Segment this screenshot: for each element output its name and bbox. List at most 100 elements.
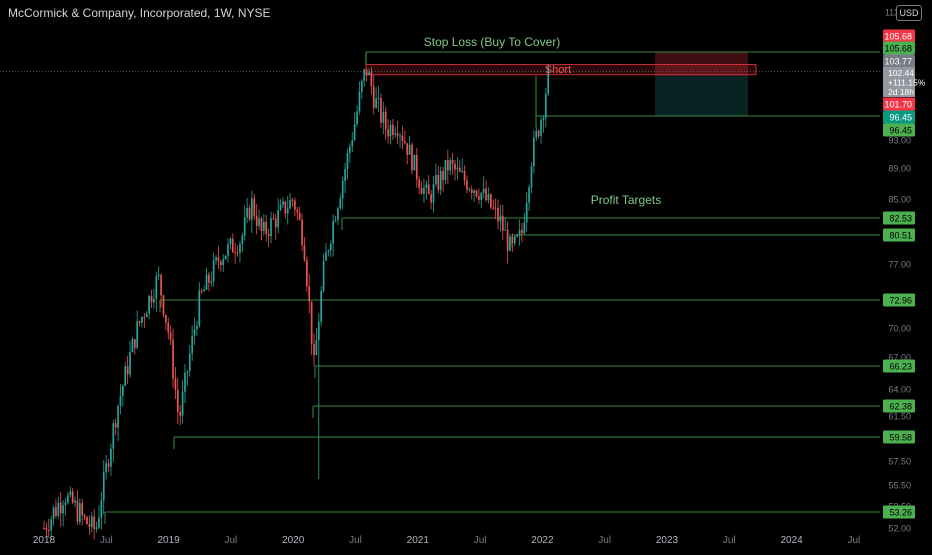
candle[interactable] <box>117 404 119 442</box>
candle[interactable] <box>258 209 260 230</box>
candle[interactable] <box>119 384 122 415</box>
candle[interactable] <box>143 312 146 328</box>
candle[interactable] <box>47 518 50 538</box>
candle[interactable] <box>279 199 282 212</box>
candle[interactable] <box>196 320 198 336</box>
candle[interactable] <box>370 67 373 95</box>
candle[interactable] <box>478 188 480 205</box>
candle[interactable] <box>74 496 76 508</box>
candle[interactable] <box>174 366 177 399</box>
candle[interactable] <box>282 197 284 208</box>
candle[interactable] <box>78 498 81 525</box>
candle[interactable] <box>451 153 454 175</box>
candle[interactable] <box>454 160 456 181</box>
candle[interactable] <box>57 496 60 519</box>
candle[interactable] <box>64 497 67 516</box>
candle[interactable] <box>442 166 444 193</box>
candle[interactable] <box>499 204 502 232</box>
candle[interactable] <box>186 370 189 386</box>
candle[interactable] <box>392 119 394 140</box>
candle[interactable] <box>439 166 442 195</box>
level-badge[interactable]: 80.51 <box>883 228 915 242</box>
candle[interactable] <box>200 288 203 294</box>
candle[interactable] <box>456 157 459 180</box>
candle[interactable] <box>76 490 79 525</box>
candle[interactable] <box>193 317 196 346</box>
candle[interactable] <box>296 206 299 221</box>
candle[interactable] <box>124 362 127 387</box>
candle[interactable] <box>344 162 346 194</box>
candle[interactable] <box>231 233 234 253</box>
candle[interactable] <box>272 213 275 220</box>
candle[interactable] <box>320 285 323 327</box>
candle[interactable] <box>55 499 57 519</box>
candle[interactable] <box>547 64 550 97</box>
candle[interactable] <box>105 454 107 480</box>
candle[interactable] <box>102 460 105 515</box>
candle[interactable] <box>71 487 74 505</box>
candle[interactable] <box>492 199 495 211</box>
candle[interactable] <box>415 147 418 188</box>
candle[interactable] <box>167 317 170 340</box>
candle[interactable] <box>112 419 115 462</box>
candle[interactable] <box>100 491 103 530</box>
candle[interactable] <box>52 505 55 526</box>
candle[interactable] <box>138 320 141 327</box>
candle[interactable] <box>262 214 265 236</box>
candle[interactable] <box>90 512 93 533</box>
candle[interactable] <box>310 301 313 356</box>
candle[interactable] <box>162 294 165 318</box>
candle[interactable] <box>401 126 404 150</box>
candle[interactable] <box>365 69 368 82</box>
candle[interactable] <box>327 249 330 257</box>
candle[interactable] <box>425 180 428 200</box>
candle[interactable] <box>435 163 437 188</box>
candle[interactable] <box>150 289 153 309</box>
candle[interactable] <box>229 237 232 250</box>
candle[interactable] <box>50 515 53 541</box>
candle[interactable] <box>353 112 356 142</box>
candle[interactable] <box>95 521 98 533</box>
candle[interactable] <box>81 498 84 526</box>
candle[interactable] <box>255 204 258 235</box>
candle[interactable] <box>160 273 162 308</box>
candle[interactable] <box>356 105 358 128</box>
candle[interactable] <box>337 206 339 225</box>
candle[interactable] <box>165 314 167 331</box>
candle[interactable] <box>291 197 294 207</box>
candle[interactable] <box>501 204 504 241</box>
candle[interactable] <box>184 364 186 403</box>
candle[interactable] <box>126 355 129 384</box>
candle[interactable] <box>301 213 303 252</box>
stop-price-badge[interactable]: 105.68 <box>883 29 915 43</box>
candle[interactable] <box>384 106 387 140</box>
candle[interactable] <box>219 259 222 272</box>
candle[interactable] <box>334 215 337 223</box>
candle[interactable] <box>470 185 473 200</box>
candle[interactable] <box>485 180 487 203</box>
candle[interactable] <box>368 68 370 76</box>
candle[interactable] <box>246 197 248 224</box>
currency-badge[interactable]: USD <box>896 5 922 21</box>
candle[interactable] <box>480 191 483 208</box>
candle[interactable] <box>315 327 318 356</box>
candle[interactable] <box>306 256 308 293</box>
candle[interactable] <box>172 328 174 388</box>
candle[interactable] <box>475 189 478 199</box>
candle[interactable] <box>251 190 253 234</box>
level-badge[interactable]: 62.38 <box>883 399 915 413</box>
candle[interactable] <box>188 345 191 377</box>
candle[interactable] <box>86 515 88 525</box>
candle[interactable] <box>212 252 215 287</box>
candle[interactable] <box>93 509 96 540</box>
candle[interactable] <box>83 513 86 520</box>
candle[interactable] <box>518 219 521 246</box>
candle[interactable] <box>303 236 306 262</box>
candle[interactable] <box>394 126 397 139</box>
candle[interactable] <box>372 74 375 115</box>
candle[interactable] <box>43 520 45 530</box>
entry-price-badge[interactable]: 103.77 <box>883 54 915 68</box>
target-price-badge[interactable]: 96.45 <box>883 110 915 124</box>
